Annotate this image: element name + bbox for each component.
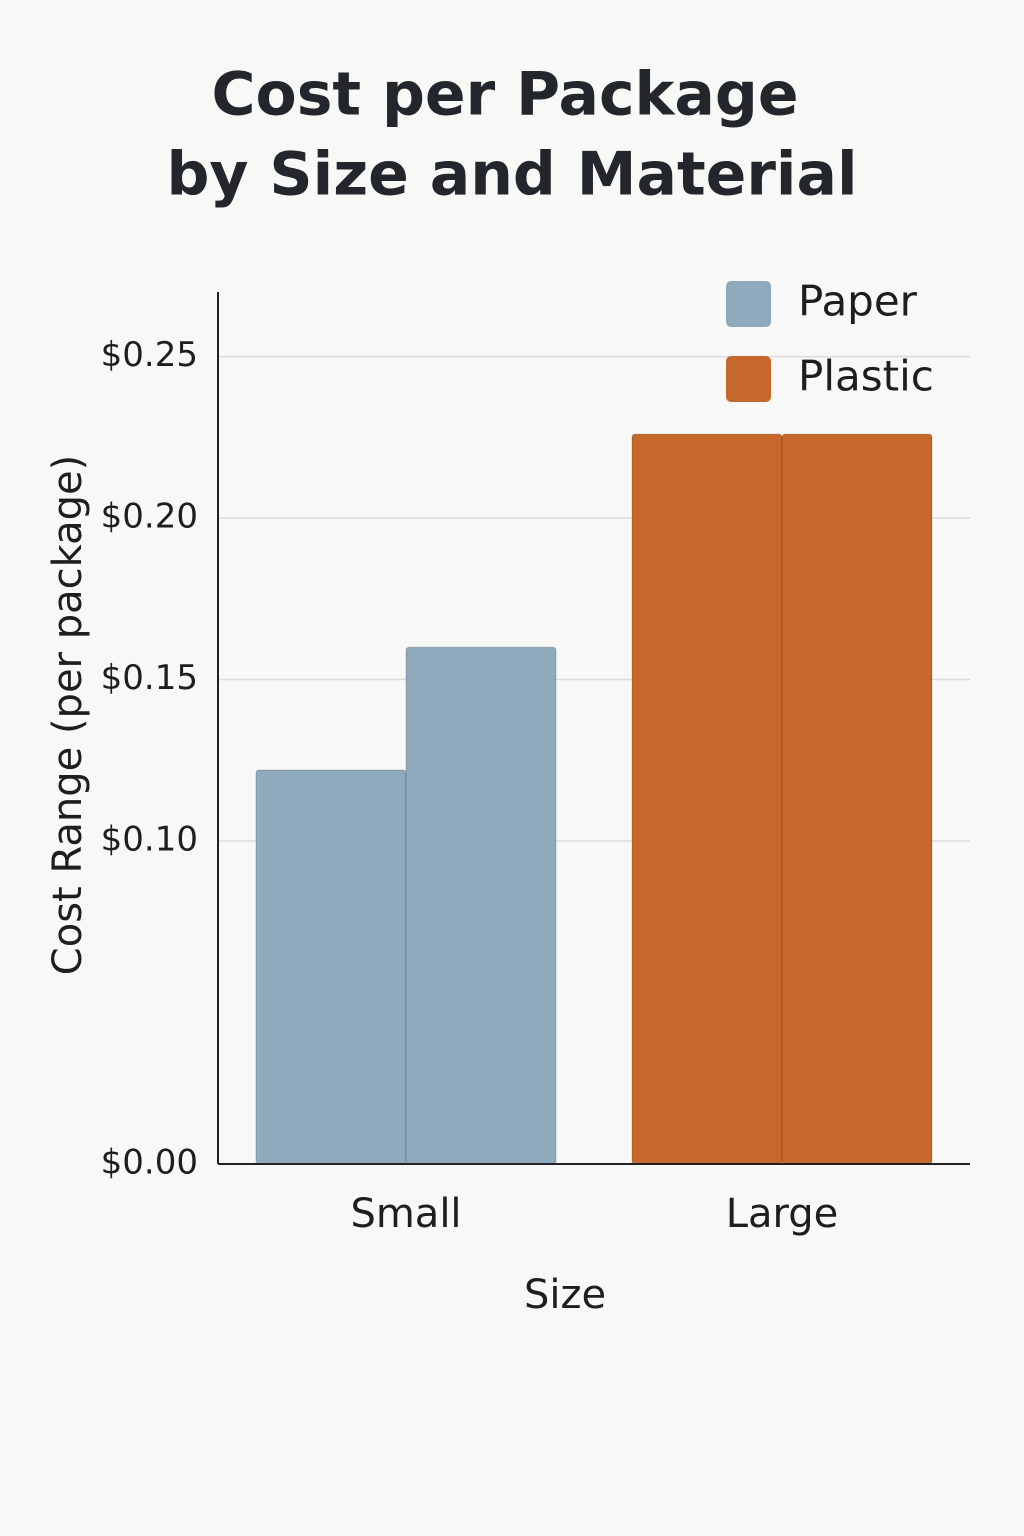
y-tick-label: $0.25: [101, 335, 198, 375]
y-tick-label: $0.10: [101, 820, 198, 860]
bar: [405, 646, 557, 1165]
bar: [631, 433, 783, 1165]
bar: [255, 769, 407, 1165]
y-tick-label: $0.00: [101, 1143, 198, 1183]
y-axis-title: Cost Range (per package): [45, 455, 91, 975]
x-tick-label: Large: [726, 1191, 839, 1237]
legend-swatch: [726, 356, 771, 402]
bar: [781, 433, 933, 1165]
x-axis-title: Size: [524, 1272, 606, 1318]
y-tick-label: $0.15: [101, 658, 198, 698]
legend-label: Plastic: [798, 352, 934, 401]
legend-label: Paper: [798, 277, 918, 326]
legend-swatch: [726, 281, 771, 327]
chart-title: by Size and Material: [166, 140, 857, 210]
y-tick-label: $0.20: [101, 497, 198, 537]
x-tick-label: Small: [350, 1191, 461, 1237]
chart-title: Cost per Package: [211, 60, 798, 130]
